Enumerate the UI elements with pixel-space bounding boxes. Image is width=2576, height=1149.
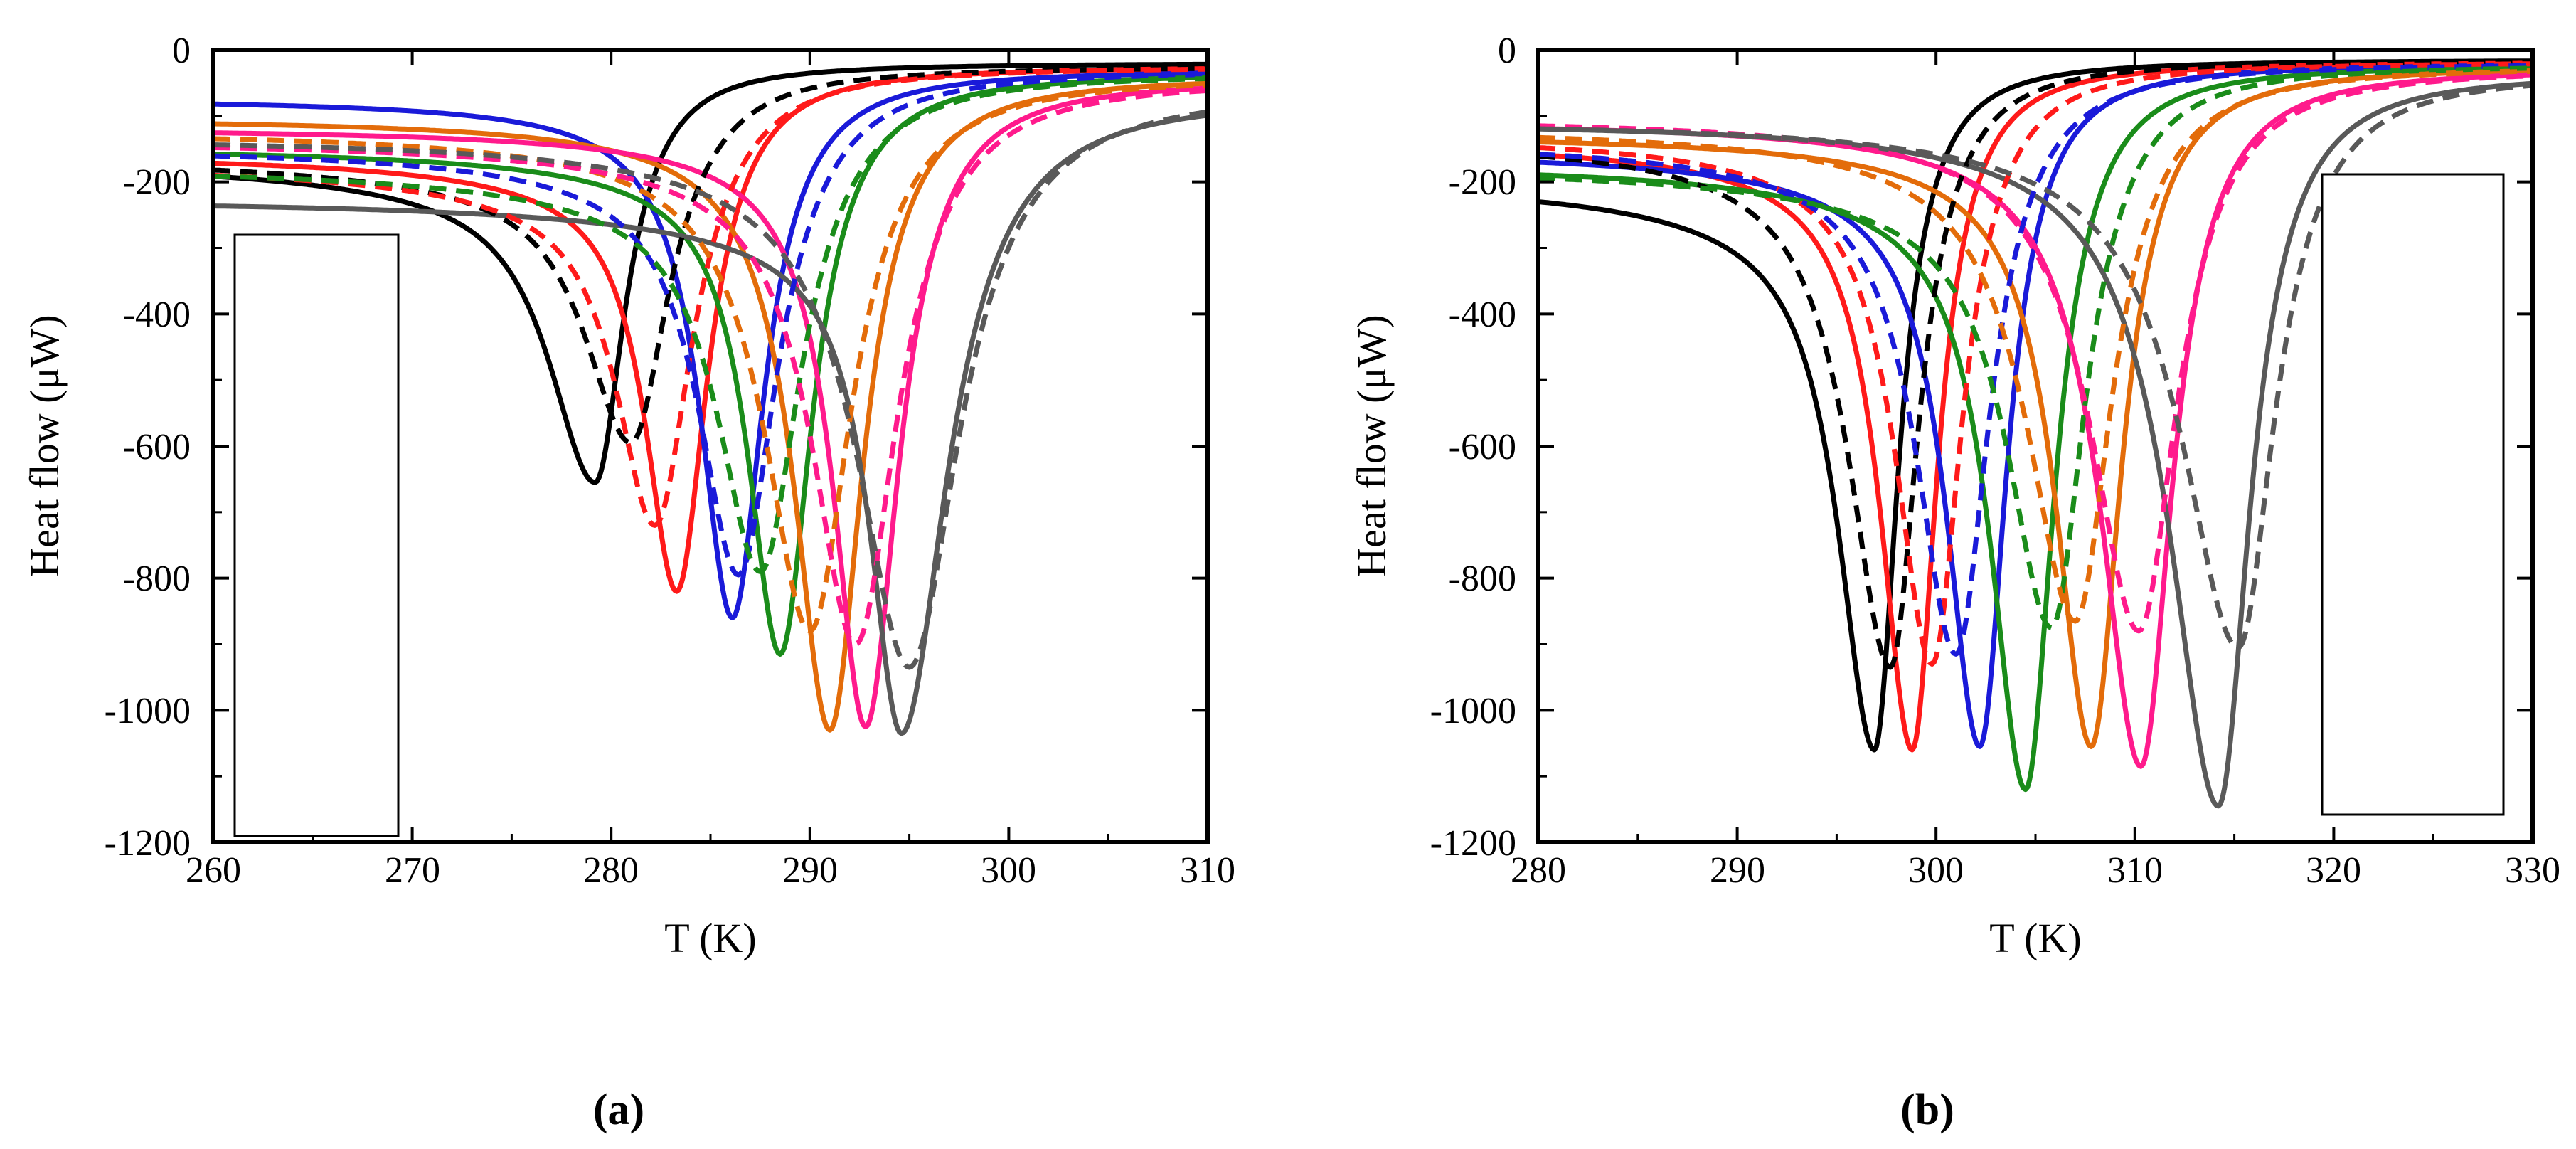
panel-a-y-tick-labels: 0 -200 -400 -600 -800 -1000 -1200: [105, 31, 191, 864]
panel-a-series-line-2-dashed: [213, 66, 1208, 528]
panel-b-ytick-label: -1200: [1430, 823, 1516, 864]
panel-b-ytick-label: -200: [1449, 162, 1516, 203]
panel-a-xtick-label: 290: [782, 850, 838, 891]
panel-b-xtick-label: 310: [2107, 850, 2163, 891]
panel-a-ytick-label: -200: [123, 162, 191, 203]
panel-b-x-axis-label: T (K): [1989, 915, 2081, 961]
panel-a-series-line-6-solid: [213, 85, 1208, 729]
panel-b-y-axis-label: Heat flow (μW): [1348, 314, 1395, 577]
panel-a-series-line-7-solid: [213, 112, 1208, 736]
panel-a: 0 -200 -400 -600 -800 -1000 -1200 260 27…: [21, 31, 1235, 1134]
panel-a-caption: (a): [593, 1086, 644, 1134]
panel-b-caption: (b): [1900, 1086, 1954, 1134]
panel-b-xtick-label: 290: [1710, 850, 1765, 891]
panel-a-x-tick-labels: 260 270 280 290 300 310: [186, 850, 1235, 891]
panel-a-y-axis-label: Heat flow (μW): [21, 314, 68, 577]
panel-b-ytick-label: -1000: [1430, 691, 1516, 731]
panel-a-series-line-5-dashed: [213, 82, 1208, 634]
panel-b-xtick-label: 300: [1908, 850, 1964, 891]
panel-a-x-axis-label: T (K): [664, 915, 756, 961]
panel-a-xtick-label: 270: [385, 850, 440, 891]
panel-a-ytick-label: -400: [123, 295, 191, 335]
panel-b-curves: [1538, 58, 2533, 809]
panel-b-xtick-label: 330: [2505, 850, 2560, 891]
panel-b-legend-box: [2321, 173, 2505, 816]
panel-a-ytick-label: -1000: [105, 691, 191, 731]
panel-b-ytick-label: -600: [1449, 427, 1516, 467]
panel-a-ytick-label: -800: [123, 558, 191, 599]
panel-a-ticks: [212, 48, 1209, 844]
panel-b-series-line-9-dashed: [1538, 61, 2533, 667]
panel-a-series-line-4-dashed: [213, 75, 1208, 574]
panel-a-ytick-label: 0: [172, 31, 191, 71]
panel-b-ytick-label: 0: [1498, 31, 1516, 71]
panel-a-ytick-label: -1200: [105, 823, 191, 864]
panel-b-ytick-label: -400: [1449, 295, 1516, 335]
panel-b-legend: [2321, 173, 2505, 816]
panel-a-xtick-label: 280: [583, 850, 639, 891]
panel-a-curves: [213, 61, 1208, 736]
panel-a-series-line-3-solid: [213, 70, 1208, 620]
panel-a-series-line-6-dashed: [213, 88, 1208, 647]
panel-b-ticks: [1537, 48, 2534, 844]
panel-b-xtick-label: 280: [1511, 850, 1566, 891]
panel-a-xtick-label: 260: [186, 850, 241, 891]
panel-b-series-line-11-dashed: [1538, 65, 2533, 630]
panel-b-xtick-label: 320: [2306, 850, 2361, 891]
panel-a-xtick-label: 300: [981, 850, 1036, 891]
panel-a-series-line-1-solid: [213, 61, 1208, 485]
panel-a-legend: [233, 233, 400, 837]
panel-a-xtick-label: 310: [1180, 850, 1235, 891]
panel-a-series-line-3-dashed: [213, 72, 1208, 578]
panel-b-series-line-10-dashed: [1538, 63, 2533, 657]
panel-b: 0 -200 -400 -600 -800 -1000 -1200 280 29…: [1348, 31, 2560, 1134]
panel-b-ytick-label: -800: [1449, 558, 1516, 599]
panel-a-series-line-7-dashed: [213, 109, 1208, 670]
panel-b-series-line-14-dashed: [1538, 83, 2533, 650]
panel-a-ytick-label: -600: [123, 427, 191, 467]
panel-b-series-line-12-dashed: [1538, 68, 2533, 624]
panel-b-x-tick-labels: 280 290 300 310 320 330: [1511, 850, 2560, 891]
panel-b-y-tick-labels: 0 -200 -400 -600 -800 -1000 -1200: [1430, 31, 1516, 864]
panel-a-legend-box: [233, 233, 400, 837]
